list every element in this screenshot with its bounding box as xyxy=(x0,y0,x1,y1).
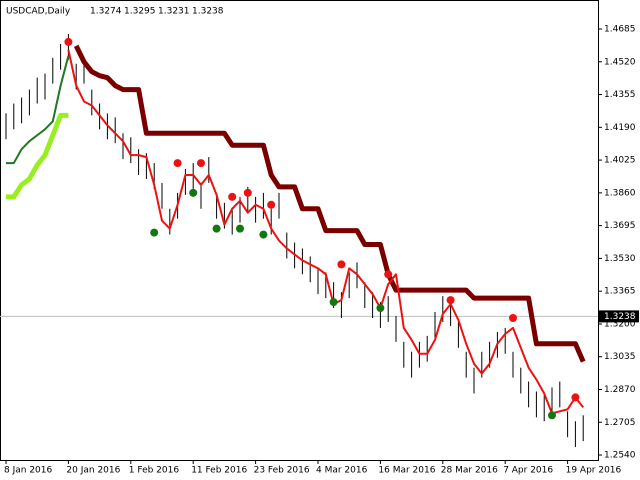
indicator-line xyxy=(6,112,69,200)
y-tick-label: 1.4190 xyxy=(604,123,636,133)
indicator-dot xyxy=(236,224,244,233)
indicator-dot xyxy=(212,224,221,233)
last-price-box xyxy=(599,310,639,323)
x-tick-label: 23 Feb 2016 xyxy=(254,466,310,476)
header-value: 1.3295 xyxy=(124,7,156,17)
x-tick-label: 28 Mar 2016 xyxy=(441,466,498,476)
indicator-line xyxy=(67,49,584,415)
x-tick-label: 11 Feb 2016 xyxy=(191,466,247,476)
indicator-dot xyxy=(337,260,346,269)
x-tick-label: 8 Jan 2016 xyxy=(4,466,52,476)
indicator-dot xyxy=(197,159,205,168)
indicator-dot xyxy=(548,411,556,420)
y-tick-label: 1.4520 xyxy=(604,57,636,67)
indicator-dot xyxy=(329,298,338,307)
symbol-label: USDCAD,Daily xyxy=(6,7,71,17)
indicator-dot xyxy=(376,304,385,313)
indicator-dot xyxy=(243,188,252,197)
indicator-dot xyxy=(259,230,268,239)
y-tick-label: 1.3530 xyxy=(604,254,636,264)
indicator-dot xyxy=(571,393,580,402)
y-tick-label: 1.3860 xyxy=(604,188,636,198)
header-value: 1.3274 xyxy=(90,7,122,17)
y-tick-label: 1.2705 xyxy=(604,418,636,428)
indicator-dot xyxy=(384,270,393,279)
indicator-line xyxy=(6,55,70,165)
y-tick-label: 1.2870 xyxy=(604,385,636,395)
y-tick-label: 1.3035 xyxy=(604,352,636,362)
indicator-dot xyxy=(64,37,73,46)
x-tick-label: 7 Apr 2016 xyxy=(503,466,553,476)
x-tick-label: 1 Feb 2016 xyxy=(129,466,180,476)
y-tick-label: 1.3695 xyxy=(604,221,636,231)
header-value: 1.3231 xyxy=(158,7,190,17)
x-tick-label: 4 Mar 2016 xyxy=(316,466,368,476)
y-tick-label: 1.3200 xyxy=(604,319,636,329)
indicator-line xyxy=(73,44,586,363)
indicator-dot xyxy=(509,313,517,322)
y-tick-label: 1.4685 xyxy=(604,24,636,34)
y-tick-label: 1.3365 xyxy=(604,287,636,297)
x-tick-label: 20 Jan 2016 xyxy=(66,466,120,476)
y-tick-label: 1.4025 xyxy=(604,156,636,166)
y-tick-label: 1.2540 xyxy=(604,451,636,461)
indicator-dot xyxy=(173,159,182,168)
x-tick-label: 19 Apr 2016 xyxy=(566,466,622,476)
indicator-dot xyxy=(150,228,159,237)
header-value: 1.3238 xyxy=(192,7,224,17)
indicator-dot xyxy=(228,192,237,201)
indicator-dot xyxy=(189,188,198,197)
last-price-label: 1.3238 xyxy=(604,312,636,322)
plot-frame xyxy=(0,0,599,461)
indicator-dot xyxy=(267,200,276,209)
indicator-dot xyxy=(446,296,455,305)
y-tick-label: 1.4355 xyxy=(604,90,636,100)
x-tick-label: 16 Mar 2016 xyxy=(378,466,435,476)
